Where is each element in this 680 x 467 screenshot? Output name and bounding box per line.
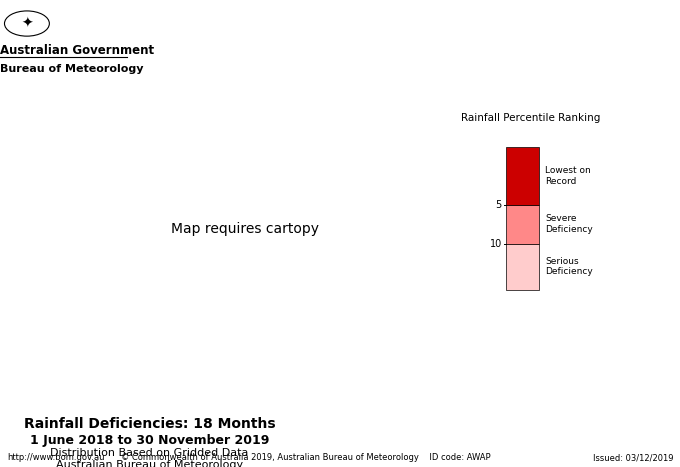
FancyBboxPatch shape: [506, 148, 539, 205]
Text: Severe
Deficiency: Severe Deficiency: [545, 214, 593, 234]
Text: Australian Government: Australian Government: [0, 44, 154, 57]
Text: ✦: ✦: [21, 16, 33, 30]
Text: http://www.bom.gov.au: http://www.bom.gov.au: [7, 453, 104, 462]
FancyBboxPatch shape: [506, 205, 539, 244]
Text: Serious
Deficiency: Serious Deficiency: [545, 257, 593, 276]
Text: Distribution Based on Gridded Data: Distribution Based on Gridded Data: [50, 447, 249, 458]
Text: Rainfall Deficiencies: 18 Months: Rainfall Deficiencies: 18 Months: [24, 417, 275, 431]
Text: Rainfall Percentile Ranking: Rainfall Percentile Ranking: [461, 113, 600, 123]
Text: © Commonwealth of Australia 2019, Australian Bureau of Meteorology    ID code: A: © Commonwealth of Australia 2019, Austra…: [121, 453, 491, 462]
Text: Issued: 03/12/2019: Issued: 03/12/2019: [593, 453, 673, 462]
Text: 1 June 2018 to 30 November 2019: 1 June 2018 to 30 November 2019: [30, 433, 269, 446]
FancyBboxPatch shape: [506, 244, 539, 290]
Text: 5: 5: [496, 199, 502, 210]
Text: Lowest on
Record: Lowest on Record: [545, 166, 591, 186]
Text: Bureau of Meteorology: Bureau of Meteorology: [0, 64, 143, 74]
Text: Map requires cartopy: Map requires cartopy: [171, 222, 319, 236]
Text: 10: 10: [490, 239, 502, 249]
Text: Australian Bureau of Meteorology: Australian Bureau of Meteorology: [56, 460, 243, 467]
